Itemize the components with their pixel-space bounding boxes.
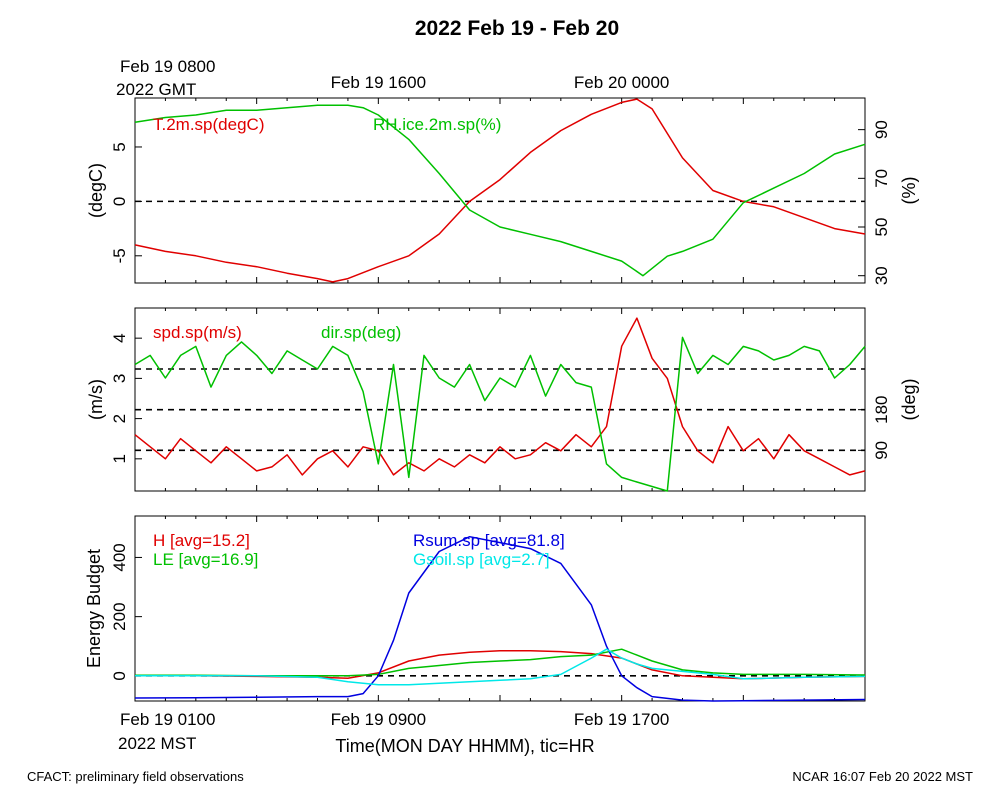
- legend-entry: spd.sp(m/s): [153, 323, 242, 342]
- legend-entry: LE [avg=16.9]: [153, 550, 258, 569]
- legend-entry: Gsoil.sp [avg=2.7]: [413, 550, 550, 569]
- y-tick-label-right: 90: [872, 441, 891, 460]
- x-axis-label: Time(MON DAY HHMM), tic=HR: [335, 736, 594, 756]
- y-axis-label-left: (m/s): [86, 379, 106, 420]
- y-tick-label-left: 0: [110, 671, 129, 680]
- y-tick-label-left: 1: [110, 454, 129, 463]
- y-tick-label-right: 50: [872, 218, 891, 237]
- legend-entry: H [avg=15.2]: [153, 531, 250, 550]
- top-axis-label: Feb 19 1600: [331, 73, 426, 92]
- y-axis-label-left: Energy Budget: [84, 549, 104, 668]
- y-axis-label-right: (%): [899, 177, 919, 205]
- series-line: [134, 317, 866, 476]
- series-line: [135, 648, 866, 686]
- panel-2: 1 2 3 4 90 180 (m/s) (deg) spd.sp(m/s) dir.sp(deg…: [86, 307, 919, 492]
- top-axis-sublabel: 2022 GMT: [116, 80, 196, 99]
- bottom-axis-label: Feb 19 0900: [331, 710, 426, 729]
- legend-entry: RH.ice.2m.sp(%): [373, 115, 501, 134]
- y-tick-label-left: -5: [110, 248, 129, 263]
- y-tick-label-left: 2: [110, 414, 129, 423]
- y-tick-label-left: 3: [110, 374, 129, 383]
- legend-entry: dir.sp(deg): [321, 323, 401, 342]
- y-axis-label-left: (degC): [86, 163, 106, 218]
- y-tick-label-right: 90: [872, 120, 891, 139]
- y-axis-label-right: (deg): [899, 378, 919, 420]
- series-line: [135, 648, 866, 677]
- series-line: [135, 649, 866, 680]
- bottom-axis-label: Feb 19 0100: [120, 710, 215, 729]
- series-line: [134, 104, 866, 277]
- legend-entry: T.2m.sp(degC): [153, 115, 264, 134]
- series-line: [134, 98, 866, 283]
- footer-left: CFACT: preliminary field observations: [27, 769, 244, 784]
- legend-entry: Rsum.sp [avg=81.8]: [413, 531, 565, 550]
- y-tick-label-left: 200: [110, 602, 129, 630]
- chart-title: 2022 Feb 19 - Feb 20: [415, 17, 619, 40]
- y-tick-label-left: 400: [110, 543, 129, 571]
- top-axis-label: Feb 19 0800: [120, 57, 215, 76]
- y-tick-label-left: 0: [110, 197, 129, 206]
- y-tick-label-left: 5: [110, 142, 129, 151]
- series-line: [134, 336, 866, 492]
- time-axes: Feb 19 0800 2022 GMT Feb 19 1600 Feb 20 000…: [116, 57, 669, 753]
- y-tick-label-right: 30: [872, 266, 891, 285]
- bottom-axis-sublabel: 2022 MST: [118, 734, 196, 753]
- footer-right: NCAR 16:07 Feb 20 2022 MST: [792, 769, 973, 784]
- y-tick-label-right: 70: [872, 169, 891, 188]
- plot-frame: [134, 307, 866, 492]
- bottom-axis-label: Feb 19 1700: [574, 710, 669, 729]
- panel-1: -5 0 5 30 50 70 90 (degC) (%) T.2m.sp(degC) RH.ice…: [86, 97, 919, 285]
- y-tick-label-right: 180: [872, 395, 891, 423]
- y-tick-label-left: 4: [110, 333, 129, 342]
- panel-3: 0 200 400 Energy Budget H [avg=15.2]LE [avg=…: [84, 515, 866, 702]
- series-line: [134, 535, 866, 702]
- top-axis-label: Feb 20 0000: [574, 73, 669, 92]
